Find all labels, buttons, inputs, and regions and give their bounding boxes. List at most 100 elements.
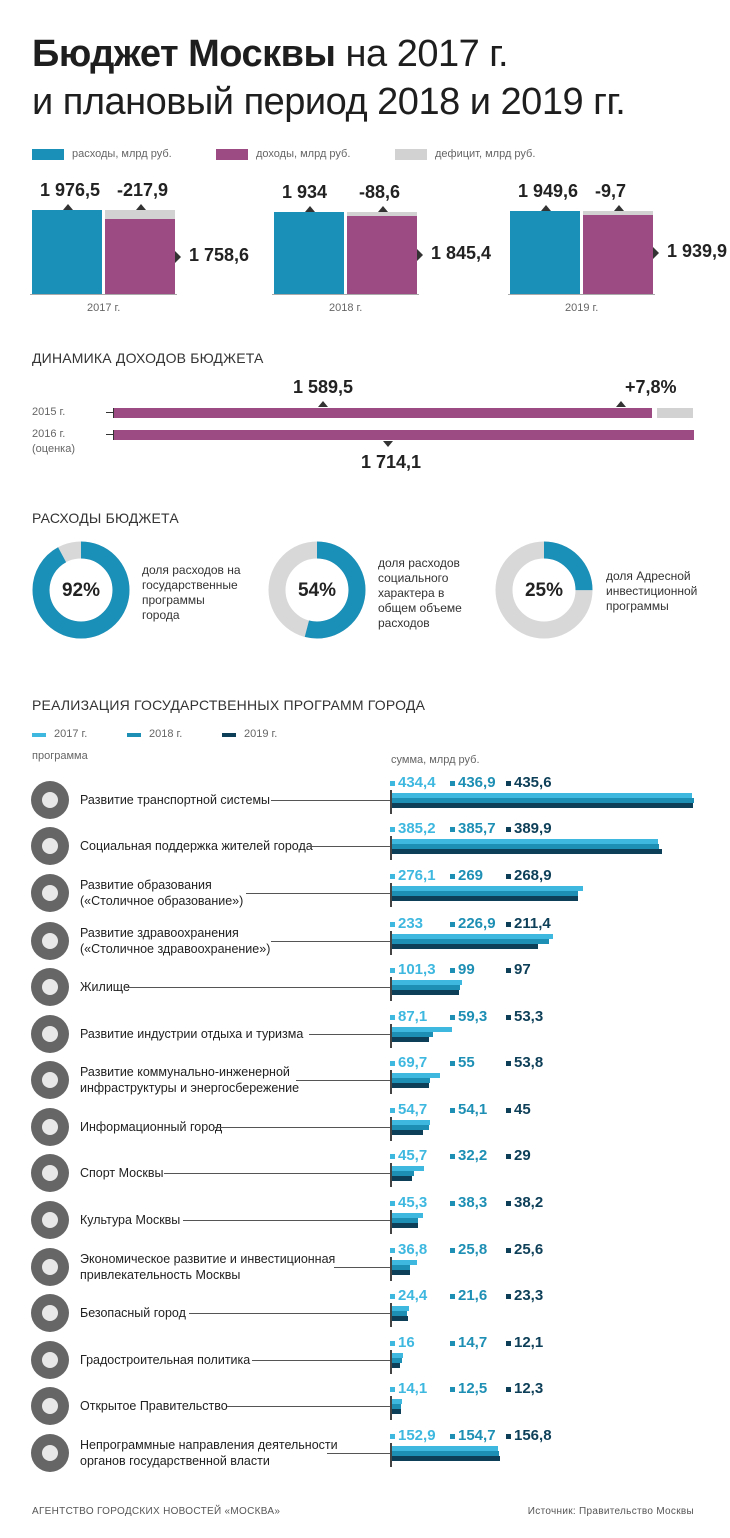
legend-swatch-revenues (216, 148, 248, 160)
bar-2018 (392, 1171, 415, 1176)
bar-2019 (392, 944, 539, 949)
axis-tick (390, 1303, 392, 1327)
value-marker (390, 1434, 395, 1439)
program-label: Экономическое развитие и инвестиционная п… (80, 1251, 335, 1283)
chart-icon (31, 1248, 69, 1286)
bar-2019 (392, 849, 662, 854)
axis-tick (390, 1117, 392, 1141)
bar-2018 (392, 1032, 433, 1037)
value-2019: 435,6 (514, 774, 552, 791)
label-revenues: 1 939,9 (667, 240, 728, 261)
bar-2015 (114, 408, 652, 418)
program-label: Развитие образования («Столичное образова… (80, 877, 243, 909)
value-marker (390, 968, 395, 973)
donut-text-line: характера в (378, 586, 445, 600)
label-growth: +7,8% (625, 377, 677, 397)
title-rest: на 2017 г. (345, 33, 509, 75)
axis-tick (390, 1350, 392, 1374)
program-label-line: Развитие коммунально-инженерной (80, 1065, 290, 1079)
donut-value: 92% (61, 580, 101, 601)
donut-text-line: общем объеме (378, 601, 462, 615)
value-2017: 152,9 (398, 1427, 436, 1444)
bar-2017 (392, 1353, 404, 1358)
value-2017: 233 (398, 915, 424, 932)
leader-line (309, 846, 391, 847)
page-title: Бюджет Москвы на 2017 г. и плановый пери… (32, 30, 626, 126)
legend-label-expenses: расходы, млрд руб. (72, 148, 172, 160)
value-marker (450, 1201, 455, 1206)
value-marker (506, 1061, 511, 1066)
tick (106, 434, 113, 435)
value-marker (390, 781, 395, 786)
bar-2018 (392, 798, 694, 803)
program-label-line: привлекательность Москвы (80, 1268, 241, 1282)
donut-text-line: программы (142, 593, 205, 607)
bar-2017 (392, 1073, 441, 1078)
value-2019: 156,8 (514, 1427, 552, 1444)
bar-2017 (392, 839, 659, 844)
bar-2019 (392, 1363, 401, 1368)
marker (136, 203, 146, 210)
value-marker (506, 1108, 511, 1113)
value-marker (450, 1061, 455, 1066)
value-marker (450, 827, 455, 832)
program-label-line: Спорт Москвы (80, 1166, 164, 1180)
value-2018: 385,7 (458, 820, 496, 837)
value-marker (390, 922, 395, 927)
column-program: программа (32, 750, 88, 762)
value-2019: 268,9 (514, 867, 552, 884)
axis-tick (390, 977, 392, 1001)
program-label-line: Социальная поддержка жителей города (80, 839, 313, 853)
donut-2 (268, 541, 366, 639)
label-revenues: 1 758,6 (189, 244, 250, 265)
microscope-icon (31, 1434, 69, 1472)
program-label-line: Информационный город (80, 1120, 223, 1134)
label-deficit: -9,7 (595, 181, 627, 202)
axis-tick (390, 1443, 392, 1467)
value-2017: 36,8 (398, 1241, 428, 1258)
donut-slice (268, 541, 366, 639)
program-label: Спорт Москвы (80, 1165, 163, 1181)
value-marker (390, 874, 395, 879)
label-expenses: 1 976,5 (40, 179, 101, 200)
bar-expenses (510, 211, 580, 294)
value-2018: 436,9 (458, 774, 496, 791)
program-label-line: Экономическое развитие и инвестиционная (80, 1252, 336, 1266)
bar-growth (656, 408, 693, 418)
value-2019: 29 (514, 1147, 531, 1164)
bar-deficit (583, 211, 653, 216)
value-2019: 25,6 (514, 1241, 544, 1258)
legend-year-2017: 2017 г. (54, 728, 88, 740)
axis-tick (390, 1210, 392, 1234)
people-icon (31, 827, 69, 865)
bar-revenues (105, 219, 175, 294)
leader-line (126, 987, 391, 988)
bar-2018 (392, 1265, 410, 1270)
bar-2017 (392, 1306, 409, 1311)
bar-2019 (392, 1223, 419, 1228)
axis-tick (390, 931, 392, 955)
value-2018: 269 (458, 867, 484, 884)
program-label: Развитие транспортной системы (80, 792, 270, 808)
value-2017: 276,1 (398, 867, 436, 884)
axis-tick (390, 1024, 392, 1048)
leader-line (164, 1173, 391, 1174)
tick (106, 412, 113, 413)
program-label: Информационный город (80, 1119, 222, 1135)
value-marker (450, 922, 455, 927)
bar-2018 (392, 1125, 430, 1130)
axis-tick (390, 836, 392, 860)
value-marker (506, 781, 511, 786)
axis-tick (390, 1070, 392, 1094)
program-label-line: Развитие здравоохранения (80, 926, 239, 940)
program-label: Градостроительная политика (80, 1352, 250, 1368)
value-2018: 38,3 (458, 1194, 488, 1211)
bar-2018 (392, 1311, 407, 1316)
value-marker (390, 1341, 395, 1346)
bar-deficit (347, 211, 417, 216)
leader-line (246, 893, 391, 894)
bar-2018 (392, 844, 659, 849)
bar-2019 (392, 1130, 424, 1135)
donut-3 (495, 541, 593, 639)
program-label-line: инфраструктуры и энергосбережение (80, 1081, 300, 1095)
